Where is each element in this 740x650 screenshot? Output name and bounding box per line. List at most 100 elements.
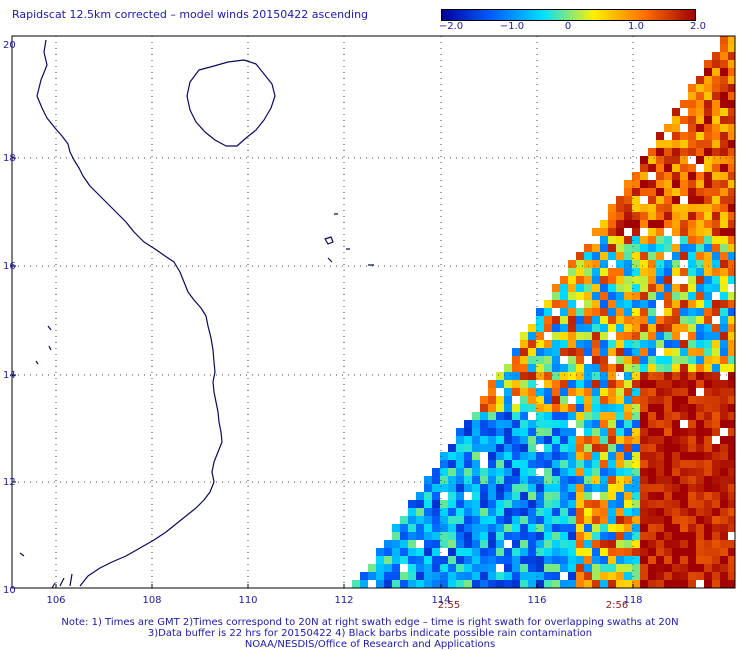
swath-cell (704, 420, 712, 428)
swath-cell (584, 428, 592, 436)
swath-cell (624, 308, 632, 316)
swath-cell (680, 580, 688, 588)
swath-cell (584, 276, 592, 284)
swath-cell (616, 420, 624, 428)
swath-cell (640, 564, 648, 572)
swath-cell (488, 572, 496, 580)
swath-cell (672, 244, 680, 252)
colorbar-tick-pos2: 2.0 (690, 21, 706, 32)
swath-cell (528, 564, 536, 572)
swath-cell (544, 524, 552, 532)
swath-cell (712, 380, 720, 388)
swath-cell (704, 132, 712, 140)
swath-cell (560, 580, 568, 588)
swath-cell (536, 308, 544, 316)
swath-cell (640, 436, 648, 444)
swath-cell (728, 516, 735, 524)
swath-cell (632, 300, 640, 308)
swath-cell (576, 564, 584, 572)
swath-cell (432, 532, 440, 540)
swath-cell (592, 548, 600, 556)
swath-cell (664, 172, 672, 180)
swath-cell (656, 180, 664, 188)
swath-cell (632, 292, 640, 300)
swath-cell (472, 476, 480, 484)
swath-cell (600, 252, 608, 260)
swath-cell (496, 444, 504, 452)
swath-cell (544, 444, 552, 452)
swath-cell (712, 284, 720, 292)
swath-cell (664, 468, 672, 476)
swath-cell (640, 412, 648, 420)
swath-cell (600, 428, 608, 436)
swath-cell (704, 340, 712, 348)
swath-cell (640, 348, 648, 356)
swath-cell (696, 196, 704, 204)
swath-cell (592, 476, 600, 484)
swath-cell (648, 364, 656, 372)
swath-cell (680, 476, 688, 484)
swath-cell (568, 556, 576, 564)
swath-cell (464, 428, 472, 436)
swath-cell (720, 300, 728, 308)
swath-cell (472, 532, 480, 540)
swath-cell (720, 44, 728, 52)
swath-cell (704, 564, 712, 572)
swath-cell (416, 500, 424, 508)
swath-cell (656, 244, 664, 252)
swath-cell (608, 476, 616, 484)
swath-cell (472, 444, 480, 452)
swath-cell (720, 204, 728, 212)
swath-cell (672, 460, 680, 468)
swath-cell (656, 276, 664, 284)
swath-cell (688, 164, 696, 172)
swath-cell (600, 228, 608, 236)
swath-cell (704, 156, 712, 164)
swath-cell (536, 492, 544, 500)
swath-cell (608, 572, 616, 580)
swath-cell (720, 516, 728, 524)
swath-cell (488, 388, 496, 396)
swath-cell (584, 284, 592, 292)
swath-cell (592, 228, 600, 236)
swath-cell (672, 196, 680, 204)
swath-cell (408, 516, 416, 524)
swath-cell (672, 396, 680, 404)
swath-cell (632, 172, 640, 180)
swath-cell (696, 244, 704, 252)
swath-cell (728, 492, 735, 500)
swath-cell (584, 468, 592, 476)
swath-cell (616, 268, 624, 276)
swath-cell (672, 300, 680, 308)
swath-cell (696, 468, 704, 476)
swath-cell (704, 412, 712, 420)
swath-cell (712, 204, 720, 212)
swath-cell (664, 156, 672, 164)
swath-cell (624, 212, 632, 220)
swath-cell (640, 524, 648, 532)
swath-cell (648, 540, 656, 548)
swath-cell (536, 516, 544, 524)
swath-cell (584, 476, 592, 484)
swath-cell (680, 364, 688, 372)
swath-cell (432, 540, 440, 548)
swath-cell (680, 388, 688, 396)
swath-cell (440, 508, 448, 516)
swath-cell (576, 452, 584, 460)
swath-cell (464, 572, 472, 580)
swath-cell (400, 516, 408, 524)
swath-cell (728, 148, 735, 156)
swath-cell (376, 564, 384, 572)
swath-cell (632, 372, 640, 380)
swath-cell (624, 404, 632, 412)
swath-cell (720, 164, 728, 172)
swath-cell (608, 348, 616, 356)
swath-cell (464, 420, 472, 428)
swath-cell (408, 508, 416, 516)
swath-cell (528, 476, 536, 484)
swath-cell (720, 276, 728, 284)
swath-cell (632, 316, 640, 324)
swath-cell (560, 324, 568, 332)
swath-cell (672, 284, 680, 292)
swath-cell (720, 468, 728, 476)
